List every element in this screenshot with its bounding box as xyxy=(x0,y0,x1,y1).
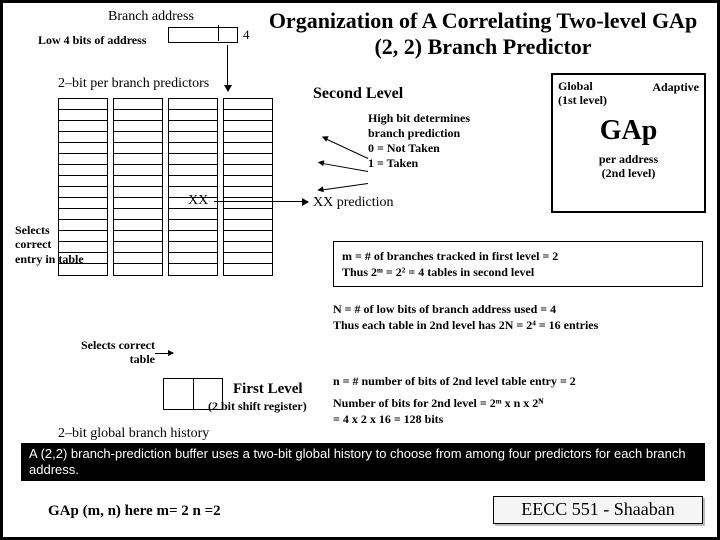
high-bit-line4: 1 = Taken xyxy=(368,156,470,171)
global-history-label: 2–bit global branch history xyxy=(58,426,209,442)
predictor-table-3 xyxy=(223,98,273,276)
predictors-label: 2–bit per branch predictors xyxy=(58,76,209,92)
xx-label: XX xyxy=(188,193,208,209)
caption-banner: A (2,2) branch-prediction buffer uses a … xyxy=(21,443,705,481)
formula3-line3: = 4 x 2 x 16 = 128 bits xyxy=(333,411,708,427)
slide-title: Organization of A Correlating Two-level … xyxy=(263,8,703,61)
predictor-table-1 xyxy=(113,98,163,276)
formula1-line1: m = # of branches tracked in first level… xyxy=(342,248,694,264)
formula-box-3: n = # number of bits of 2nd level table … xyxy=(333,373,708,428)
selects-entry-label: Selects correct entry in table xyxy=(15,223,84,266)
formula3-line2: Number of bits for 2nd level = 2ᵐ x n x … xyxy=(333,395,708,411)
shift-register-box xyxy=(163,378,223,410)
gap-global-label: Global(1st level) xyxy=(558,80,607,108)
high-bit-text: High bit determines branch prediction 0 … xyxy=(368,111,470,171)
gap-big-label: GAp xyxy=(558,115,699,147)
xx-arrow xyxy=(214,201,308,202)
predictor-table-2 xyxy=(168,98,218,276)
high-bit-arrows xyxy=(308,153,368,193)
predictor-tables xyxy=(58,98,298,298)
xx-prediction-label: XX prediction xyxy=(313,195,393,211)
branch-address-label: Branch address xyxy=(108,9,194,25)
gap-per-address-label: per address(2nd level) xyxy=(558,153,699,181)
selects-table-label: Selects correct table xyxy=(65,338,155,367)
gap-definition-box: Global(1st level) Adaptive GAp per addre… xyxy=(551,73,706,213)
high-bit-line2: branch prediction xyxy=(368,126,470,141)
formula1-line2: Thus 2ᵐ = 2² = 4 tables in second level xyxy=(342,264,694,280)
low-4-bits-label: Low 4 bits of address xyxy=(38,33,146,48)
formula-box-2: N = # of low bits of branch address used… xyxy=(333,301,703,333)
formula3-line1: n = # number of bits of 2nd level table … xyxy=(333,373,708,389)
slide-frame: Organization of A Correlating Two-level … xyxy=(0,0,720,540)
formula2-line1: N = # of low bits of branch address used… xyxy=(333,301,703,317)
first-level-label: First Level xyxy=(233,381,303,398)
formula2-line2: Thus each table in 2nd level has 2N = 2⁴… xyxy=(333,317,703,333)
course-footer: EECC 551 - Shaaban xyxy=(493,496,703,524)
gap-mn-label: GAp (m, n) here m= 2 n =2 xyxy=(48,503,221,520)
selects-table-arrow xyxy=(155,353,173,354)
high-bit-line3: 0 = Not Taken xyxy=(368,141,470,156)
second-level-label: Second Level xyxy=(313,85,403,103)
branch-down-arrow xyxy=(227,45,228,91)
gap-adaptive-label: Adaptive xyxy=(652,80,699,95)
branch-address-4bit-section xyxy=(218,25,238,41)
formula-box-1: m = # of branches tracked in first level… xyxy=(333,241,703,287)
four-label: 4 xyxy=(243,27,250,43)
high-bit-line1: High bit determines xyxy=(368,111,470,126)
